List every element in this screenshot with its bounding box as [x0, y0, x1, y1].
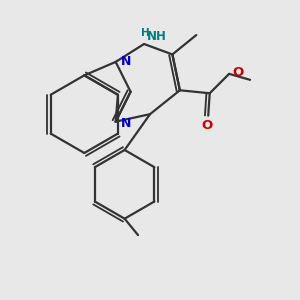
Text: H: H — [141, 28, 150, 38]
Text: O: O — [201, 118, 212, 132]
Text: N: N — [121, 55, 131, 68]
Text: O: O — [232, 66, 243, 79]
Text: NH: NH — [147, 29, 167, 43]
Text: N: N — [121, 117, 131, 130]
